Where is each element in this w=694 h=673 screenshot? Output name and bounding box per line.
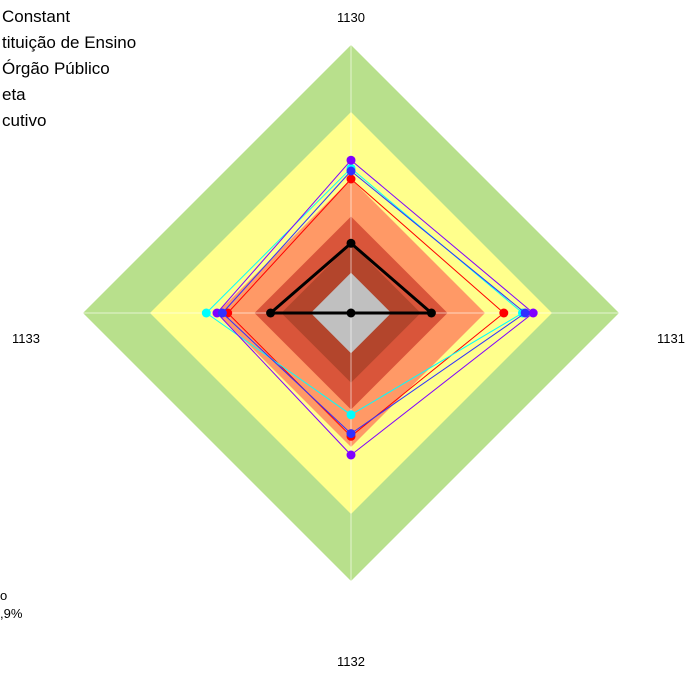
legend-item-orgao-publico: Órgão Público <box>2 59 110 78</box>
series-3-point-1130 <box>346 155 356 165</box>
legend-item-cutivo: cutivo <box>2 111 46 130</box>
axis-label-1130: 1130 <box>337 10 365 25</box>
footnote-line-2: ,9% <box>0 606 23 621</box>
series-3-point-1132 <box>346 450 356 460</box>
legend-item-eta: eta <box>2 85 26 104</box>
legend-item-instituicao: tituição de Ensino <box>2 33 136 52</box>
series-0-point-1131 <box>426 308 436 318</box>
axis-label-1133: 1133 <box>12 331 40 346</box>
series-1-point-1131 <box>499 308 509 318</box>
footnote-line-1: o <box>0 588 7 603</box>
legend: Constant tituição de Ensino Órgão Públic… <box>2 7 136 130</box>
series-4-point-1133 <box>217 308 227 318</box>
radar-series <box>201 155 538 460</box>
series-2-point-1133 <box>201 308 211 318</box>
series-3-point-1131 <box>528 308 538 318</box>
series-1-point-1130 <box>346 174 356 184</box>
series-4-point-1130 <box>346 166 356 176</box>
series-4-point-1132 <box>346 429 356 439</box>
series-0-point-1132 <box>346 308 356 318</box>
axis-label-1131: 1131 <box>657 331 685 346</box>
series-0-point-1130 <box>346 238 356 248</box>
series-2-point-1132 <box>346 410 356 420</box>
axis-label-1132: 1132 <box>337 654 365 669</box>
legend-item-constant: Constant <box>2 7 70 26</box>
series-0-point-1133 <box>266 308 276 318</box>
series-4-point-1131 <box>520 308 530 318</box>
